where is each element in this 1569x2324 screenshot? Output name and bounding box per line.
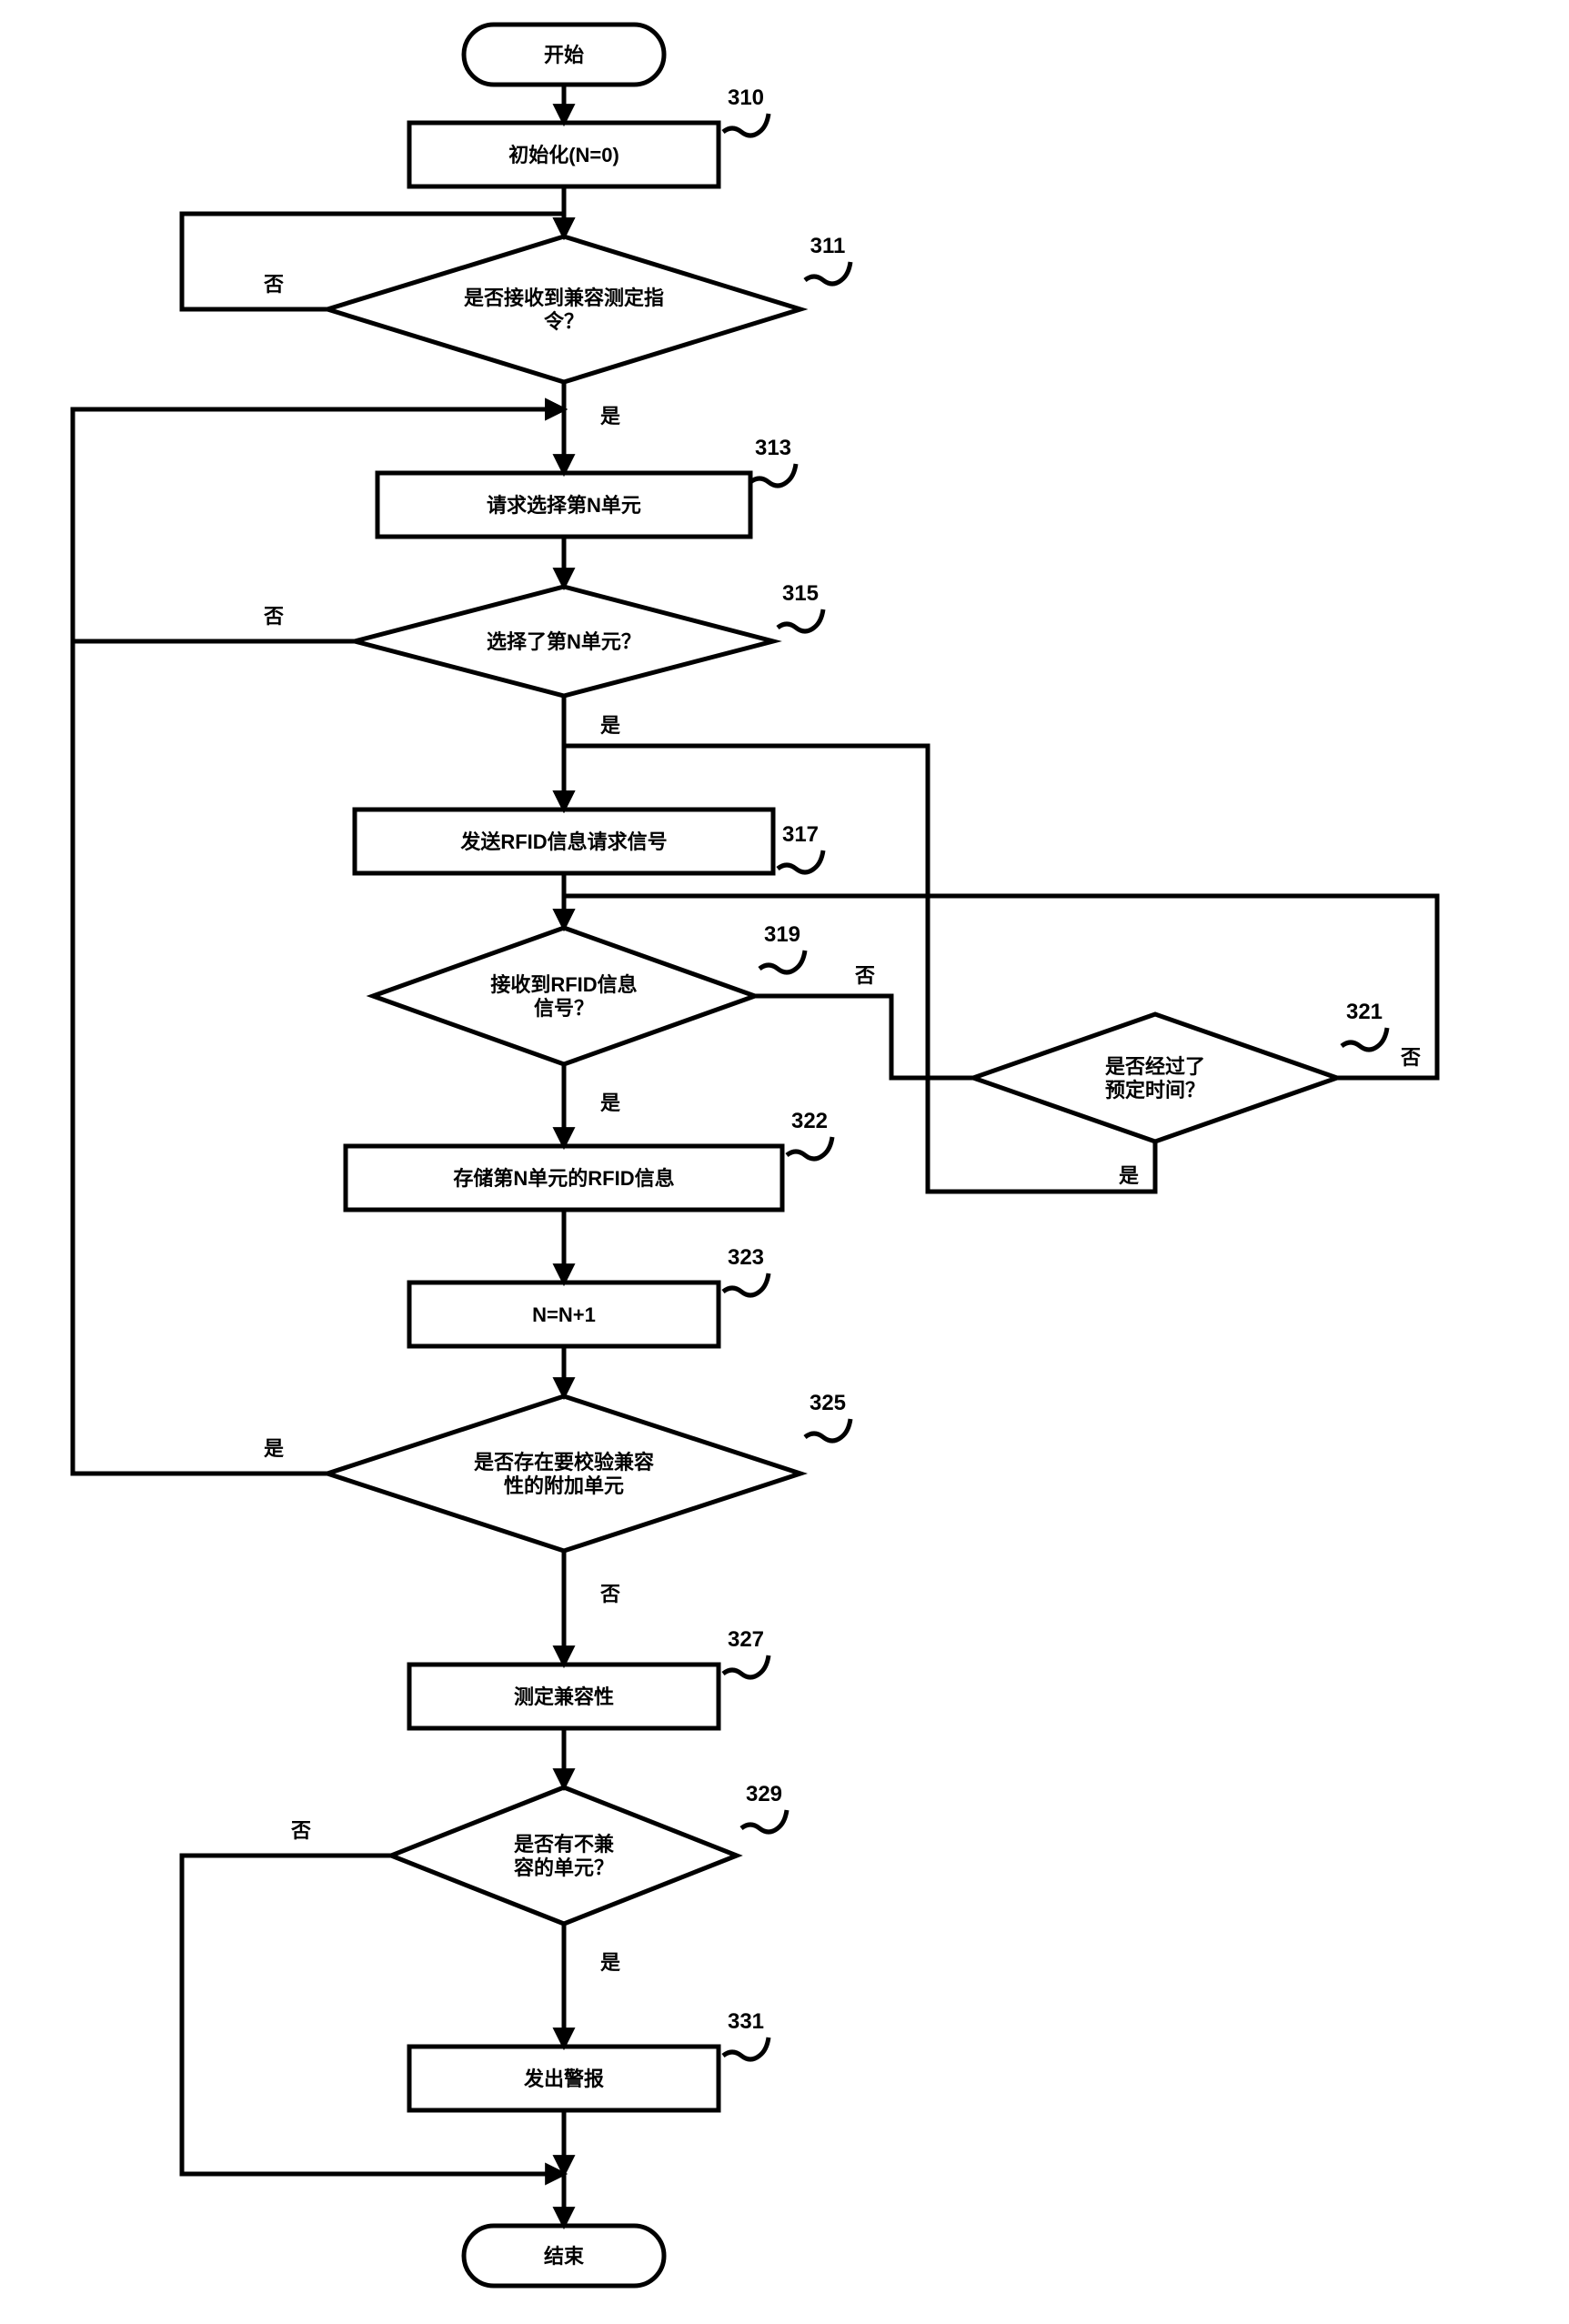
svg-text:是否接收到兼容测定指: 是否接收到兼容测定指	[464, 287, 664, 309]
svg-text:性的附加单元: 性的附加单元	[504, 1474, 624, 1497]
svg-text:是: 是	[1119, 1164, 1139, 1187]
svg-text:是否有不兼: 是否有不兼	[514, 1833, 614, 1856]
svg-text:否: 否	[263, 273, 284, 296]
svg-text:315: 315	[782, 581, 819, 606]
svg-text:测定兼容性: 测定兼容性	[514, 1685, 614, 1708]
svg-text:预定时间？: 预定时间？	[1105, 1079, 1205, 1102]
svg-text:331: 331	[728, 2009, 764, 2034]
svg-text:接收到RFID信息: 接收到RFID信息	[490, 973, 637, 996]
svg-text:325: 325	[810, 1391, 846, 1415]
svg-text:结束: 结束	[544, 2245, 585, 2268]
svg-text:是否存在要校验兼容: 是否存在要校验兼容	[474, 1451, 654, 1474]
svg-text:313: 313	[755, 436, 791, 460]
svg-text:是: 是	[600, 1092, 620, 1114]
svg-text:否: 否	[1400, 1046, 1421, 1069]
svg-text:否: 否	[854, 964, 875, 987]
svg-text:是否经过了: 是否经过了	[1105, 1055, 1205, 1078]
svg-text:信号？: 信号？	[534, 997, 594, 1020]
svg-text:发送RFID信息请求信号: 发送RFID信息请求信号	[459, 830, 667, 853]
svg-text:是: 是	[600, 405, 620, 428]
svg-text:319: 319	[764, 922, 800, 947]
svg-text:选择了第N单元？: 选择了第N单元？	[487, 630, 641, 653]
svg-text:310: 310	[728, 86, 764, 110]
svg-text:323: 323	[728, 1245, 764, 1270]
svg-text:是: 是	[600, 714, 620, 737]
svg-text:发出警报: 发出警报	[523, 2067, 604, 2090]
svg-text:存储第N单元的RFID信息: 存储第N单元的RFID信息	[453, 1167, 674, 1190]
svg-text:311: 311	[810, 234, 846, 258]
svg-text:317: 317	[782, 822, 819, 847]
svg-text:否: 否	[263, 605, 284, 628]
svg-text:322: 322	[791, 1109, 828, 1133]
svg-text:请求选择第N单元: 请求选择第N单元	[487, 494, 641, 517]
flowchart: 开始结束 初始化(N=0) 310 请求选择第N单元 313 发送RFID信息请求信号 31…	[18, 18, 1569, 2306]
svg-text:是: 是	[264, 1437, 284, 1460]
svg-text:否: 否	[599, 1583, 620, 1605]
svg-text:否: 否	[290, 1819, 311, 1842]
svg-text:开始: 开始	[544, 44, 584, 66]
svg-text:容的单元？: 容的单元？	[514, 1856, 614, 1879]
svg-text:329: 329	[746, 1782, 782, 1806]
svg-text:初始化(N=0): 初始化(N=0)	[508, 144, 619, 166]
svg-text:是: 是	[600, 1951, 620, 1974]
svg-text:327: 327	[728, 1627, 764, 1652]
svg-text:N=N+1: N=N+1	[532, 1303, 596, 1326]
svg-text:令？: 令？	[544, 310, 584, 333]
svg-text:321: 321	[1346, 1000, 1383, 1024]
